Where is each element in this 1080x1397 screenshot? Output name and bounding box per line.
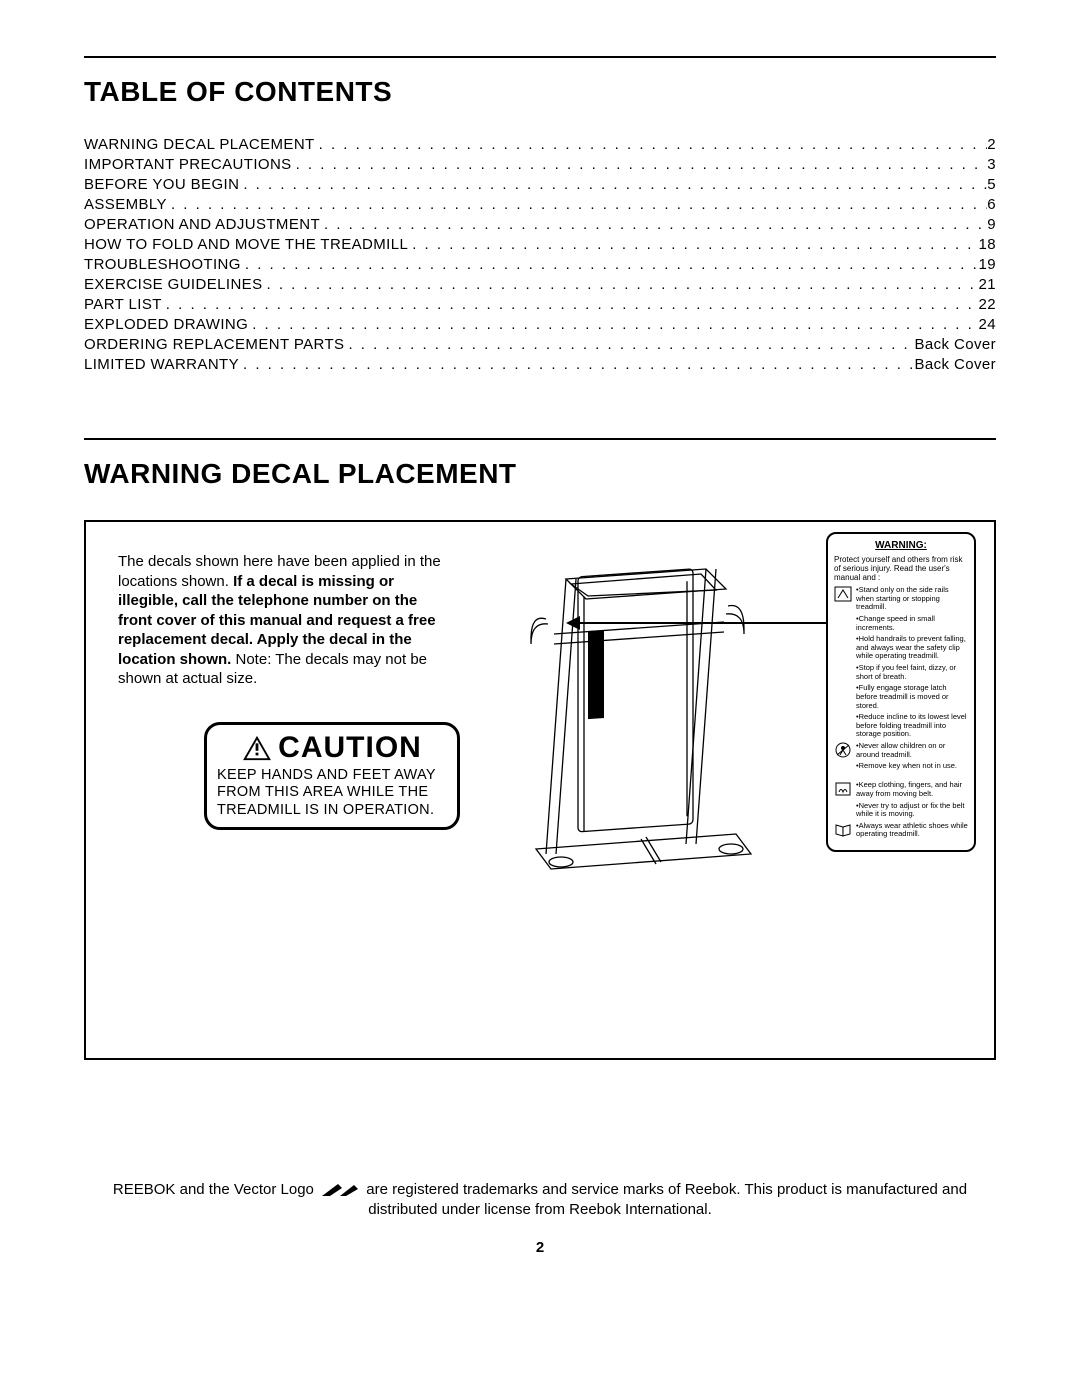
caution-decal: CAUTION KEEP HANDS AND FEET AWAY FROM TH… — [204, 722, 460, 830]
toc-row: EXERCISE GUIDELINES 21 — [84, 276, 996, 293]
warning-text: •Never try to adjust or fix the belt whi… — [856, 802, 968, 819]
section2-heading: WARNING DECAL PLACEMENT — [84, 458, 996, 490]
warning-item: •Fully engage storage latch before tread… — [834, 684, 968, 710]
toc-dots — [320, 216, 987, 233]
caution-header: CAUTION — [217, 731, 447, 765]
footer-post: are registered trademarks and service ma… — [366, 1181, 967, 1218]
rails-icon — [834, 586, 852, 602]
warning-item: •Never allow children on or around tread… — [834, 742, 968, 759]
no-children-icon — [834, 742, 852, 758]
warning-label-decal: WARNING: Protect yourself and others fro… — [826, 532, 976, 852]
toc-dots — [241, 256, 979, 273]
warning-text: •Change speed in small increments. — [856, 615, 968, 632]
toc-label: WARNING DECAL PLACEMENT — [84, 136, 315, 153]
toc-label: HOW TO FOLD AND MOVE THE TREADMILL — [84, 236, 408, 253]
toc-page: 18 — [979, 236, 997, 253]
toc-page: 2 — [987, 136, 996, 153]
toc-page: 6 — [987, 196, 996, 213]
warning-item: •Reduce incline to its lowest level befo… — [834, 713, 968, 739]
toc-page: 21 — [979, 276, 997, 293]
toc-label: EXERCISE GUIDELINES — [84, 276, 262, 293]
warning-item: •Stop if you feel faint, dizzy, or short… — [834, 664, 968, 681]
toc-label: ASSEMBLY — [84, 196, 167, 213]
toc-dots — [315, 136, 988, 153]
warning-item: •Never try to adjust or fix the belt whi… — [834, 802, 968, 819]
warning-text: •Reduce incline to its lowest level befo… — [856, 713, 968, 739]
diagram-box: The decals shown here have been applied … — [84, 520, 996, 1060]
toc-dots — [162, 296, 979, 313]
svg-text:i: i — [842, 826, 844, 835]
toc-heading: TABLE OF CONTENTS — [84, 76, 996, 108]
top-rule-2 — [84, 438, 996, 440]
toc-dots — [248, 316, 978, 333]
caution-title: CAUTION — [278, 731, 422, 765]
warning-item: •Keep clothing, fingers, and hair away f… — [834, 781, 968, 798]
toc-row: EXPLODED DRAWING 24 — [84, 316, 996, 333]
warning-label-intro: Protect yourself and others from risk of… — [834, 555, 968, 583]
warning-text: •Keep clothing, fingers, and hair away f… — [856, 781, 968, 798]
toc-dots — [239, 356, 914, 373]
toc-label: PART LIST — [84, 296, 162, 313]
warning-item: •Change speed in small increments. — [834, 615, 968, 632]
warning-label-title: WARNING: — [834, 540, 968, 552]
page-number: 2 — [84, 1239, 996, 1256]
toc-dots — [167, 196, 987, 213]
toc-dots — [292, 156, 988, 173]
caution-body: KEEP HANDS AND FEET AWAY FROM THIS AREA … — [217, 767, 447, 819]
warning-text: •Hold handrails to prevent falling, and … — [856, 635, 968, 661]
toc-row: WARNING DECAL PLACEMENT 2 — [84, 136, 996, 153]
toc-label: OPERATION AND ADJUSTMENT — [84, 216, 320, 233]
toc-page: Back Cover — [914, 336, 996, 353]
toc-row: LIMITED WARRANTY Back Cover — [84, 356, 996, 373]
warning-item: i •Always wear athletic shoes while oper… — [834, 822, 968, 839]
toc-row: IMPORTANT PRECAUTIONS 3 — [84, 156, 996, 173]
toc-page: 5 — [987, 176, 996, 193]
footer-pre: REEBOK and the Vector Logo — [113, 1181, 318, 1198]
toc-page: 3 — [987, 156, 996, 173]
toc-row: ORDERING REPLACEMENT PARTS Back Cover — [84, 336, 996, 353]
warning-text: •Never allow children on or around tread… — [856, 742, 968, 759]
manual-page: TABLE OF CONTENTS WARNING DECAL PLACEMEN… — [0, 0, 1080, 1296]
toc-dots — [408, 236, 978, 253]
reebok-vector-logo-icon — [320, 1182, 360, 1198]
warning-text: •Remove key when not in use. — [856, 762, 968, 778]
toc-page: 22 — [979, 296, 997, 313]
warning-text: •Fully engage storage latch before tread… — [856, 684, 968, 710]
toc-dots — [344, 336, 914, 353]
toc-label: TROUBLESHOOTING — [84, 256, 241, 273]
table-of-contents: WARNING DECAL PLACEMENT 2 IMPORTANT PRECA… — [84, 136, 996, 373]
warning-item: •Hold handrails to prevent falling, and … — [834, 635, 968, 661]
warning-triangle-icon — [242, 735, 272, 761]
toc-dots — [239, 176, 987, 193]
toc-page: Back Cover — [914, 356, 996, 373]
warning-item: •Remove key when not in use. — [834, 762, 968, 778]
toc-row: BEFORE YOU BEGIN 5 — [84, 176, 996, 193]
toc-label: ORDERING REPLACEMENT PARTS — [84, 336, 344, 353]
manual-icon: i — [834, 822, 852, 838]
intro-paragraph: The decals shown here have been applied … — [118, 552, 448, 689]
callout-arrow-head — [566, 616, 580, 630]
toc-page: 9 — [987, 216, 996, 233]
top-rule-1 — [84, 56, 996, 58]
treadmill-illustration — [476, 544, 796, 874]
toc-page: 24 — [979, 316, 997, 333]
warning-text: •Stand only on the side rails when start… — [856, 586, 968, 612]
warning-item: •Stand only on the side rails when start… — [834, 586, 968, 612]
footer-trademark: REEBOK and the Vector Logo are registere… — [84, 1180, 996, 1221]
toc-label: IMPORTANT PRECAUTIONS — [84, 156, 292, 173]
warning-text: •Always wear athletic shoes while operat… — [856, 822, 968, 839]
toc-dots — [262, 276, 978, 293]
toc-page: 19 — [979, 256, 997, 273]
toc-label: EXPLODED DRAWING — [84, 316, 248, 333]
toc-label: LIMITED WARRANTY — [84, 356, 239, 373]
toc-row: OPERATION AND ADJUSTMENT 9 — [84, 216, 996, 233]
hand-hazard-icon — [834, 781, 852, 797]
toc-label: BEFORE YOU BEGIN — [84, 176, 239, 193]
warning-text: •Stop if you feel faint, dizzy, or short… — [856, 664, 968, 681]
toc-row: HOW TO FOLD AND MOVE THE TREADMILL 18 — [84, 236, 996, 253]
toc-row: TROUBLESHOOTING 19 — [84, 256, 996, 273]
toc-row: ASSEMBLY 6 — [84, 196, 996, 213]
toc-row: PART LIST 22 — [84, 296, 996, 313]
